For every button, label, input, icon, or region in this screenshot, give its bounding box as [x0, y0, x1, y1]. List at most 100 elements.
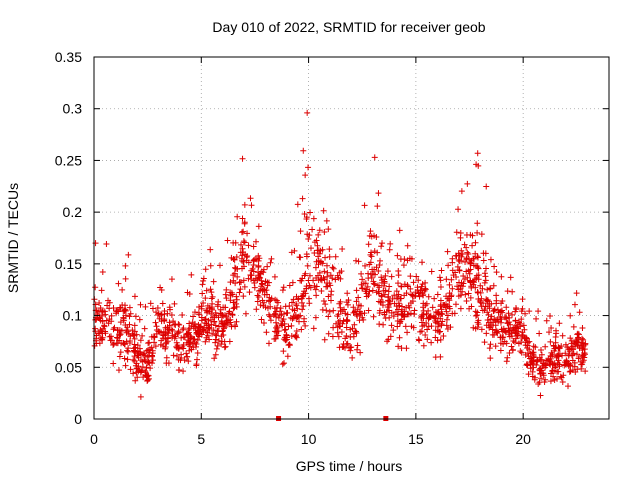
data-point [448, 293, 455, 300]
data-point [106, 299, 113, 306]
data-point [472, 312, 479, 319]
data-point [474, 150, 481, 157]
data-point [207, 246, 214, 253]
data-point [546, 329, 553, 336]
data-point [438, 321, 445, 328]
data-point [172, 321, 179, 328]
data-point [416, 337, 423, 344]
data-point [207, 286, 214, 293]
data-point [306, 300, 313, 307]
data-point [324, 273, 331, 280]
data-point [443, 308, 450, 315]
data-point [459, 288, 466, 295]
data-point [477, 282, 484, 289]
data-point [551, 377, 558, 384]
data-point [526, 346, 533, 353]
data-point [347, 326, 354, 333]
data-point [336, 344, 343, 351]
data-point [444, 312, 451, 319]
data-point [190, 313, 197, 320]
data-point [230, 277, 237, 284]
data-point [437, 284, 444, 291]
data-point [550, 367, 557, 374]
data-point [203, 287, 210, 294]
data-point [320, 275, 327, 282]
data-point [149, 350, 156, 357]
data-point [116, 305, 123, 312]
data-point [137, 393, 144, 400]
data-point [214, 301, 221, 308]
data-point [101, 308, 108, 315]
data-point [135, 354, 142, 361]
data-point [404, 311, 411, 318]
data-point [97, 326, 104, 333]
data-point [223, 295, 230, 302]
data-point [186, 347, 193, 354]
data-point [120, 308, 127, 315]
data-point [477, 299, 484, 306]
data-point [216, 262, 223, 269]
data-point [180, 325, 187, 332]
data-point [519, 296, 526, 303]
data-point [149, 357, 156, 364]
data-point [403, 304, 410, 311]
data-point [391, 292, 398, 299]
data-point [126, 313, 133, 320]
data-point [326, 246, 333, 253]
data-point [509, 311, 516, 318]
data-point [286, 341, 293, 348]
data-point [336, 300, 343, 307]
data-point [231, 256, 238, 263]
data-point [437, 336, 444, 343]
y-axis-label: SRMTID / TECUs [5, 183, 21, 293]
data-point [327, 272, 334, 279]
data-point [534, 357, 541, 364]
data-point [453, 229, 460, 236]
data-point [491, 331, 498, 338]
data-point [507, 274, 514, 281]
data-point [497, 334, 504, 341]
data-point [161, 311, 168, 318]
data-point [214, 342, 221, 349]
data-point [409, 298, 416, 305]
data-point [208, 295, 215, 302]
data-point [467, 278, 474, 285]
data-point [353, 311, 360, 318]
data-point [481, 279, 488, 286]
data-point [200, 275, 207, 282]
data-point [351, 321, 358, 328]
data-point [289, 279, 296, 286]
data-point [412, 289, 419, 296]
data-point [506, 349, 513, 356]
data-point [531, 374, 538, 381]
data-point [206, 308, 213, 315]
data-point [113, 308, 120, 315]
data-point [241, 283, 248, 290]
data-point [478, 303, 485, 310]
data-point [229, 311, 236, 318]
data-point [180, 368, 187, 375]
data-point [311, 250, 318, 257]
data-point [190, 323, 197, 330]
data-point [315, 247, 322, 254]
data-point [211, 318, 218, 325]
data-point [213, 345, 220, 352]
data-point [231, 270, 238, 277]
data-point [463, 255, 470, 262]
data-point [488, 313, 495, 320]
data-point [319, 246, 326, 253]
data-point [342, 310, 349, 317]
data-point [164, 310, 171, 317]
data-point [408, 291, 415, 298]
data-point [202, 295, 209, 302]
data-point [321, 268, 328, 275]
data-point [425, 293, 432, 300]
data-point [305, 236, 312, 243]
data-point [178, 351, 185, 358]
data-point [497, 347, 504, 354]
data-point [206, 324, 213, 331]
data-point [444, 303, 451, 310]
data-point [469, 232, 476, 239]
data-point [499, 298, 506, 305]
data-point [329, 264, 336, 271]
